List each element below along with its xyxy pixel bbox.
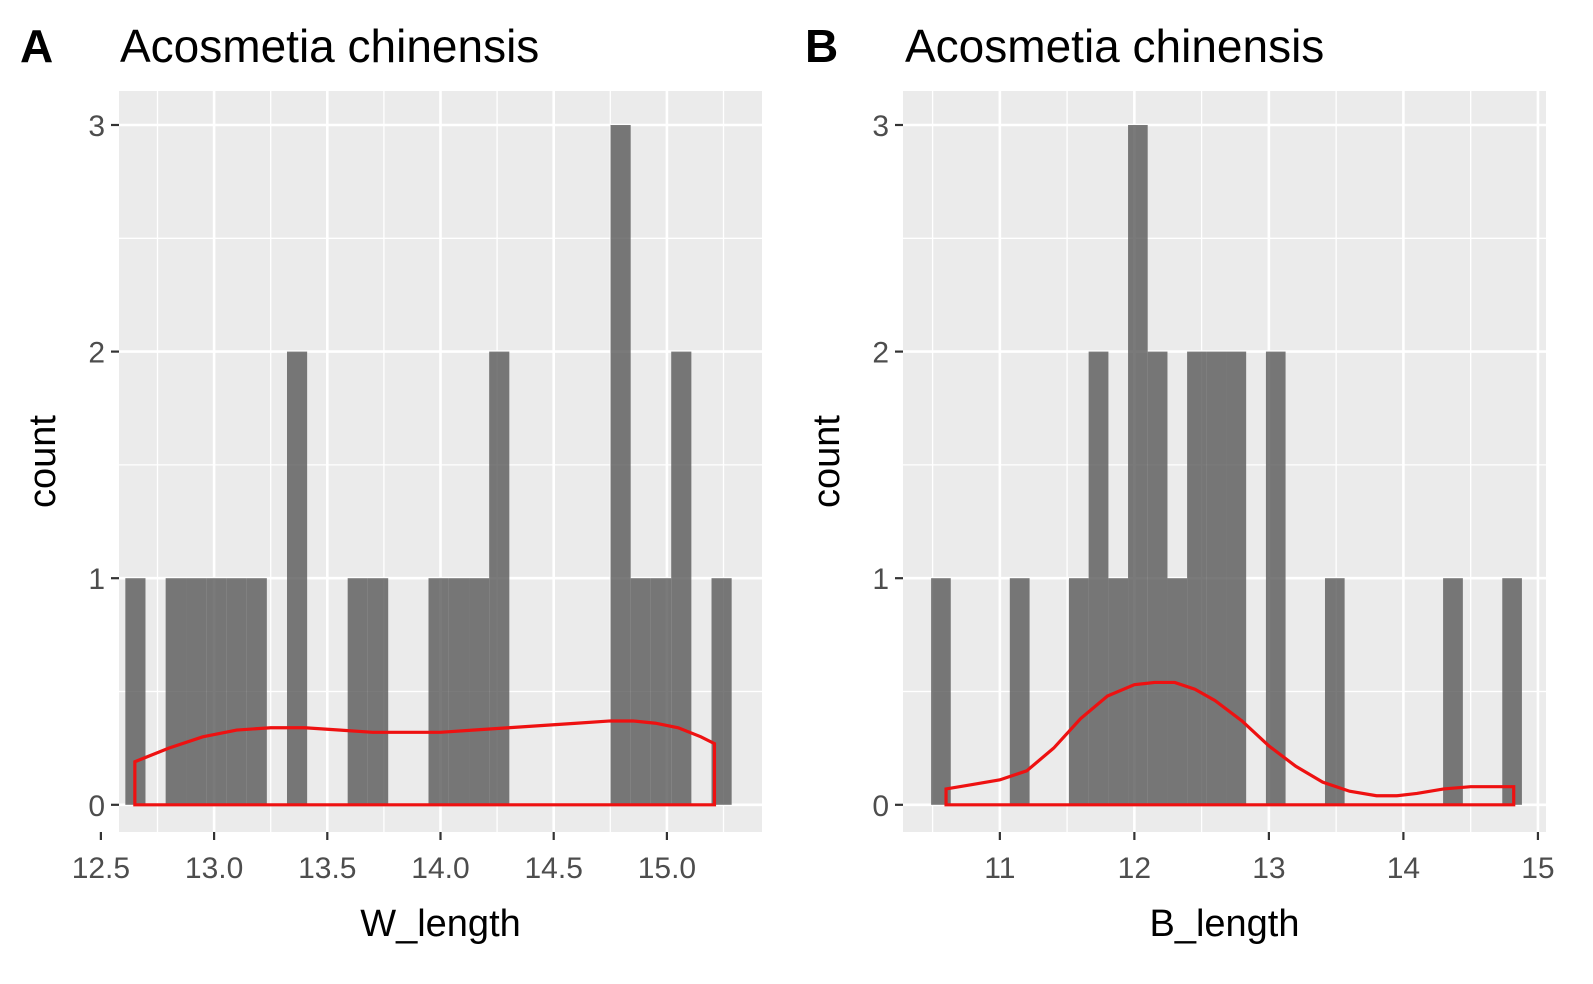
histogram-bar: [1324, 578, 1345, 805]
panel-a: 12.5 13.0 13.5 14.0 14.5 15.0 0 1 2 3 W_length coun…: [20, 20, 762, 945]
histogram-bar: [1443, 578, 1463, 805]
histogram-bar: [286, 351, 308, 805]
histogram-bar: [1167, 578, 1188, 805]
x-tick-label: 12.5: [72, 852, 130, 885]
y-tick-label: 0: [872, 790, 889, 823]
panel-tag: A: [20, 20, 53, 72]
histogram-bar: [1206, 351, 1227, 805]
histogram-bar: [671, 351, 692, 805]
histogram-bar: [1187, 351, 1207, 805]
histogram-bar: [1128, 124, 1148, 805]
x-axis-title: W_length: [360, 903, 521, 945]
histogram-bar: [125, 578, 146, 805]
density-curve: [133, 719, 717, 807]
y-tick-label: 2: [88, 337, 105, 370]
y-tick-label: 2: [872, 337, 889, 370]
x-tick-label: 14: [1387, 852, 1420, 885]
histogram-bar: [1009, 578, 1030, 805]
x-tick-label: 13: [1252, 852, 1285, 885]
histogram-bar: [1502, 578, 1522, 805]
histogram-bar: [1147, 351, 1168, 805]
x-tick-label: 14.0: [411, 852, 469, 885]
histogram-bar: [428, 578, 449, 805]
y-tick-label: 0: [88, 790, 105, 823]
histogram-bar: [610, 124, 631, 805]
histogram-bar: [246, 578, 267, 805]
histogram-bar: [1088, 351, 1109, 805]
histogram-bar: [367, 578, 389, 805]
y-tick-label: 3: [872, 110, 889, 143]
y-tick-label: 1: [88, 563, 105, 596]
histogram-bar: [489, 351, 510, 805]
chart-title: Acosmetia chinensis: [120, 20, 539, 72]
y-tick-label: 3: [88, 110, 105, 143]
x-tick-label: 12: [1118, 852, 1151, 885]
histogram-bar: [347, 578, 368, 805]
histogram-bar: [469, 578, 490, 805]
x-tick-label: 15: [1521, 852, 1554, 885]
y-axis-title: count: [806, 415, 848, 508]
histogram-bar: [1068, 578, 1089, 805]
histogram-bar: [650, 578, 672, 805]
histogram-bar: [630, 578, 651, 805]
x-tick-label: 11: [984, 852, 1015, 885]
histogram-bar: [448, 578, 470, 805]
chart-title: Acosmetia chinensis: [905, 20, 1324, 72]
histogram-bar: [931, 578, 951, 805]
y-tick-label: 1: [872, 563, 889, 596]
panel-tag: B: [805, 20, 838, 72]
y-axis-title: count: [22, 415, 64, 508]
histogram-bar: [711, 578, 732, 805]
density-curve: [944, 680, 1516, 807]
x-tick-label: 14.5: [525, 852, 583, 885]
histogram-bar: [186, 578, 207, 805]
x-tick-label: 13.0: [185, 852, 243, 885]
histogram-bar: [226, 578, 247, 805]
histogram-bar: [1265, 351, 1286, 805]
histogram-bar: [1226, 351, 1247, 805]
x-tick-label: 13.5: [298, 852, 356, 885]
x-axis-title: B_length: [1149, 903, 1299, 945]
x-tick-label: 15.0: [638, 852, 696, 885]
histogram-bar: [206, 578, 227, 805]
histogram-bar: [165, 578, 187, 805]
